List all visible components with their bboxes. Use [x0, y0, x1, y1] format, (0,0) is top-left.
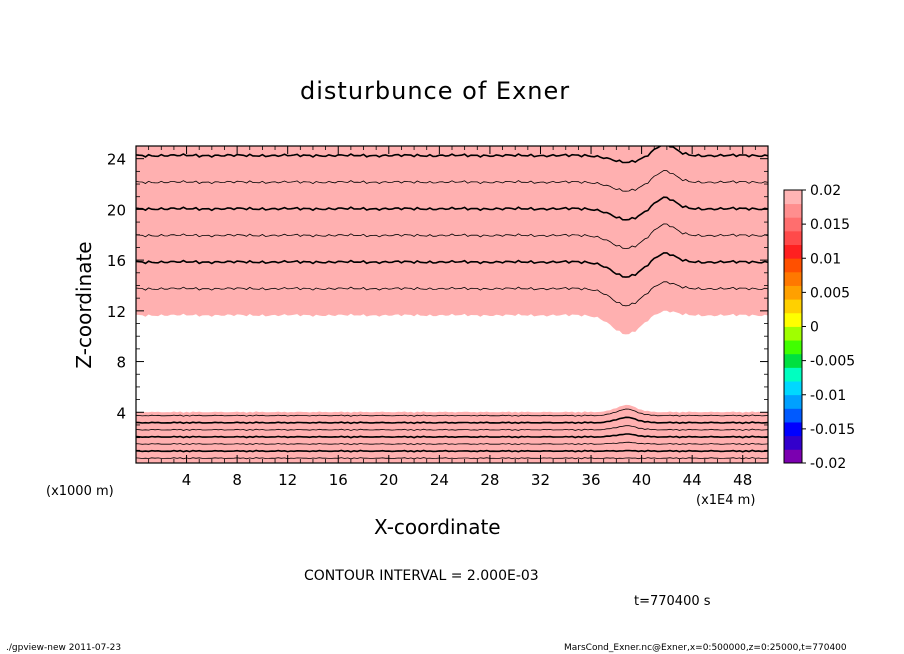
contour-line-bottom [136, 465, 768, 466]
colorbar-segment [784, 353, 802, 368]
chart-title: disturbunce of Exner [300, 77, 571, 105]
colorbar-segment [784, 449, 802, 464]
y-tick-label: 8 [116, 354, 126, 372]
contour-line-top [136, 281, 768, 307]
colorbar-segment [784, 422, 802, 437]
y-tick-label: 12 [107, 303, 126, 321]
contour-line-bottom [136, 408, 768, 417]
colorbar-segment [784, 217, 802, 232]
x-unit-note: (x1E4 m) [696, 493, 756, 508]
contour-line-bottom [136, 425, 768, 431]
x-tick-label: 32 [531, 471, 550, 489]
colorbar-segment [784, 312, 802, 327]
colorbar: 0.02 0.015 0.01 0.005 0 -0.005 -0.01 -0.015 -0.0… [783, 183, 855, 472]
y-tick-label: 24 [107, 151, 126, 169]
x-tick-label: 36 [581, 471, 600, 489]
x-tick-label: 28 [480, 471, 499, 489]
colorbar-segment [784, 435, 802, 450]
contour-line-bottom [136, 441, 768, 446]
x-tick-label: 12 [278, 471, 297, 489]
y-tick-label: 16 [107, 252, 126, 270]
contour-line-bottom [136, 416, 768, 425]
footer-left: ./gpview-new 2011-07-23 [6, 643, 122, 653]
x-tick-label: 16 [329, 471, 348, 489]
contour-interval-label: CONTOUR INTERVAL = 2.000E-03 [304, 568, 539, 584]
x-tick-label: 20 [379, 471, 398, 489]
colorbar-segment [784, 299, 802, 314]
x-tick-label: 44 [683, 471, 702, 489]
footer-right: MarsCond_Exner.nc@Exner,x=0:500000,z=0:2… [564, 643, 847, 653]
contour-line-bottom [136, 449, 768, 453]
colorbar-segment [784, 408, 802, 423]
contour-band-bottom [136, 465, 768, 476]
colorbar-segment [784, 244, 802, 259]
colorbar-segment [784, 326, 802, 341]
colorbar-label: 0.015 [810, 217, 850, 233]
contour-band-top [136, 146, 768, 335]
contour-band-bottom [136, 404, 768, 463]
contour-line-top [136, 252, 768, 278]
colorbar-segment [784, 271, 802, 286]
colorbar-segment [784, 203, 802, 218]
x-tick-label: 48 [733, 471, 752, 489]
contour-line-bottom [136, 457, 768, 460]
x-tick-label: 40 [632, 471, 651, 489]
colorbar-label: -0.02 [810, 456, 846, 472]
x-tick-label: 4 [182, 471, 192, 489]
colorbar-label: 0.005 [810, 285, 850, 301]
time-label: t=770400 s [634, 594, 711, 609]
x-tick-label: 8 [232, 471, 242, 489]
colorbar-segment [784, 381, 802, 396]
contour-line-top [136, 223, 768, 249]
contour-line-top [136, 196, 768, 221]
contour-line-layer [136, 146, 768, 466]
colorbar-segment [784, 394, 802, 409]
contour-line-top [136, 146, 768, 164]
colorbar-label: -0.015 [810, 422, 855, 438]
y-axis-title: Z-coordinate [72, 241, 96, 369]
colorbar-segment [784, 285, 802, 300]
colorbar-label: -0.005 [810, 354, 855, 370]
y-tick-label: 20 [107, 201, 126, 219]
x-tick-label: 24 [430, 471, 449, 489]
contour-line-top [136, 170, 768, 192]
colorbar-segment [784, 258, 802, 273]
colorbar-segment [784, 190, 802, 205]
y-unit-note: (x1000 m) [46, 484, 114, 499]
colorbar-segment [784, 340, 802, 355]
contour-fill-layer [136, 146, 768, 476]
colorbar-segment [784, 230, 802, 245]
colorbar-label: 0.01 [810, 251, 841, 267]
colorbar-label: 0.02 [810, 183, 841, 199]
y-tick-label: 4 [116, 404, 126, 422]
colorbar-segment [784, 367, 802, 382]
contour-line-bottom [136, 433, 768, 439]
colorbar-label: 0 [810, 320, 819, 336]
colorbar-label: -0.01 [810, 388, 846, 404]
x-axis-title: X-coordinate [374, 515, 501, 539]
